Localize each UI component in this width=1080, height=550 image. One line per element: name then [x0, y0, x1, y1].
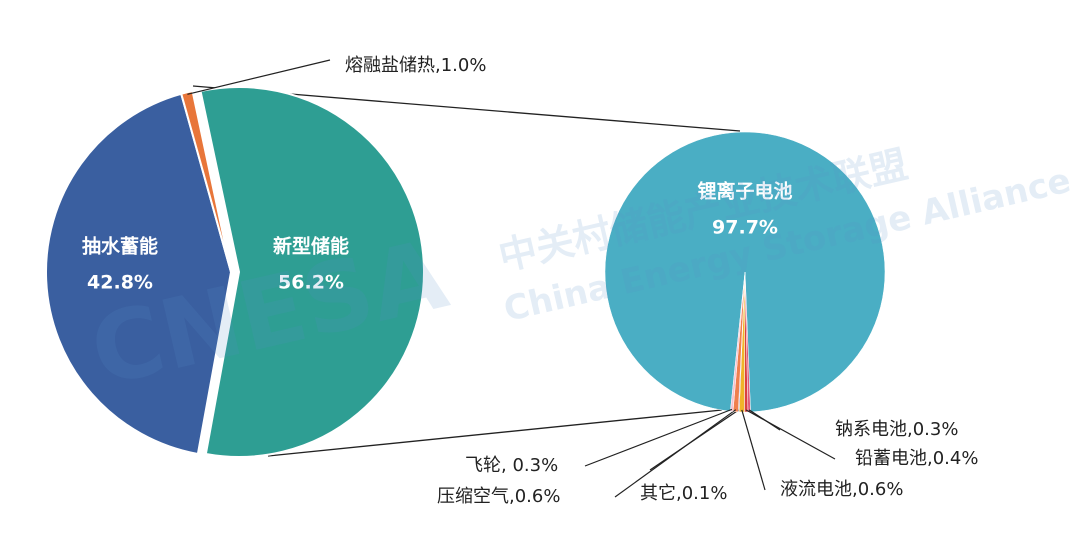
slice-value-label: 其它,0.1% [640, 483, 727, 504]
slice-value-label: 钠系电池,0.3% [835, 419, 958, 440]
pie-slice [180, 89, 232, 273]
leader-line [187, 59, 331, 95]
slice-label: 抽水蓄能 [82, 235, 158, 258]
pie-slice [604, 131, 886, 413]
leader-line [614, 409, 737, 498]
slice-value-label: 56.2% [278, 272, 344, 294]
pie-slice [45, 92, 233, 456]
slice-value-label: 42.8% [87, 272, 153, 294]
leader-line [584, 408, 733, 467]
leader-line [745, 409, 836, 460]
slice-value-label: 飞轮, 0.3% [465, 455, 558, 476]
connector-line [267, 409, 723, 457]
slice-value-label: 压缩空气,0.6% [437, 486, 560, 507]
slice-label: 锂离子电池 [697, 180, 792, 203]
slice-label: 新型储能 [273, 235, 349, 258]
pie-slice [730, 271, 746, 412]
slice-value-label: 液流电池,0.6% [780, 479, 903, 500]
slice-value-label: 铅蓄电池,0.4% [855, 448, 978, 469]
slice-value-label: 97.7% [712, 217, 778, 239]
pie-slice [199, 86, 425, 458]
slice-value-label: 熔融盐储热,1.0% [345, 55, 486, 76]
leader-line [741, 409, 766, 491]
